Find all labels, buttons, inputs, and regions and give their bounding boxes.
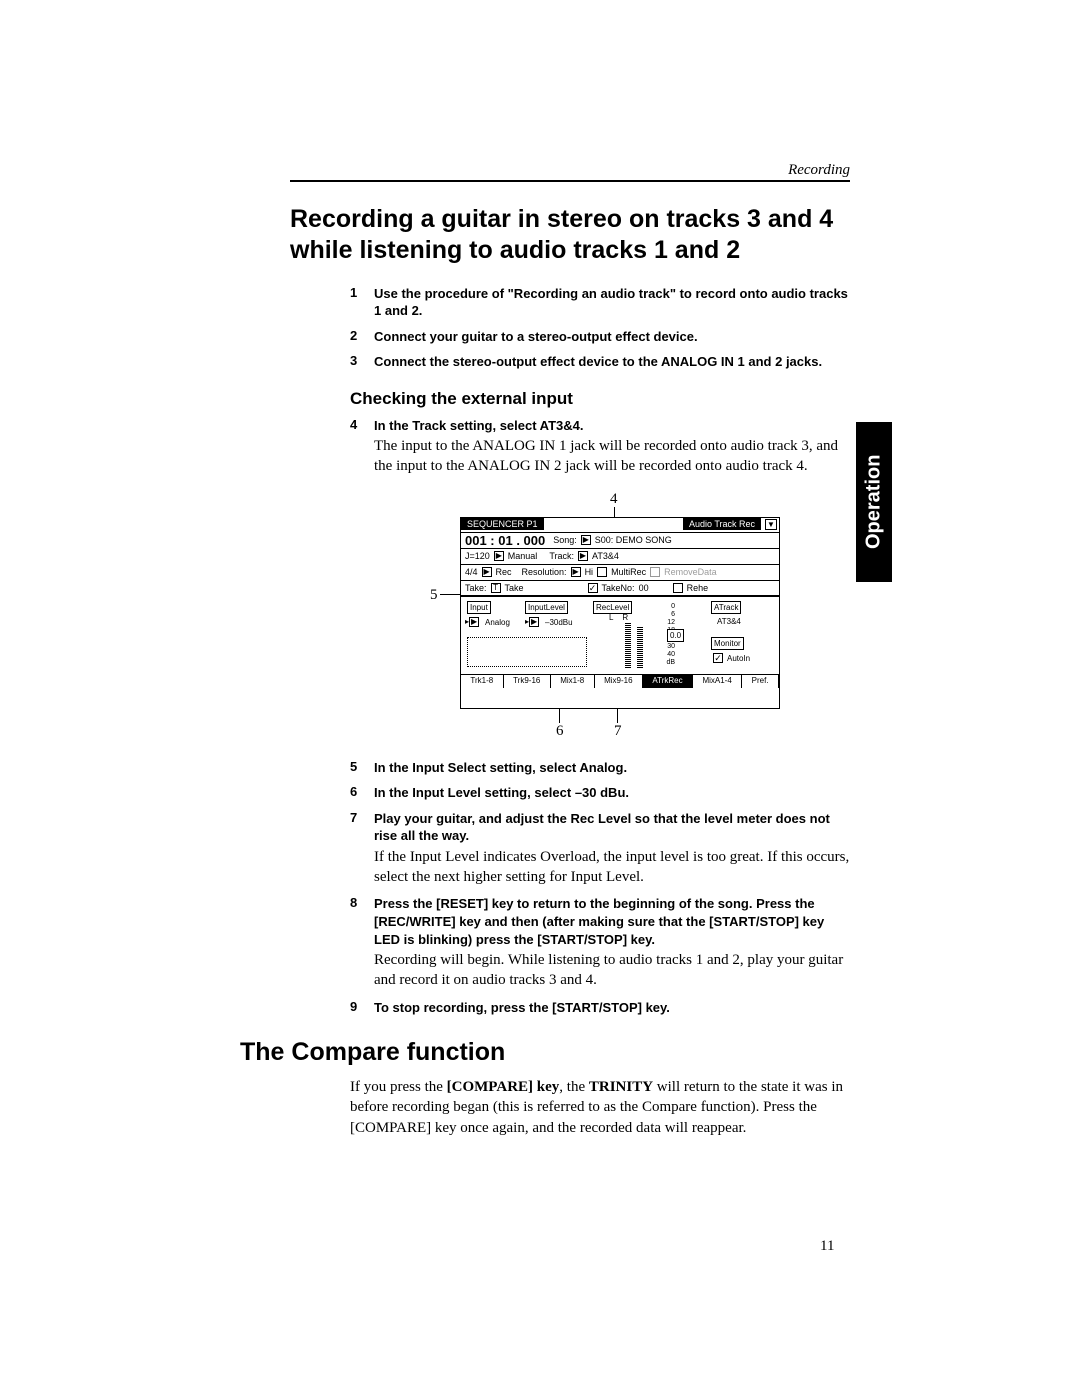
step-num: 9 [350,999,364,1017]
page-number: 11 [820,1238,834,1255]
step-num: 4 [350,417,364,477]
lcd-screen: SEQUENCER P1 Audio Track Rec ▼ 001 : 01 … [460,517,780,709]
callout-5: 5 [430,587,438,604]
take-label: Take: [465,583,487,593]
rehe: Rehe [687,583,709,593]
tab[interactable]: Trk9-16 [504,675,551,688]
play-icon[interactable]: ▶ [494,551,504,561]
reclevel-value: 0.0 [667,629,684,642]
song-value: S00: DEMO SONG [595,535,672,545]
step-text: To stop recording, press the [START/STOP… [374,999,670,1017]
side-tab-operation: Operation [856,422,892,582]
step-text: In the Input Level setting, select –30 d… [374,784,629,802]
takeno-label: TakeNo: [602,583,635,593]
checkbox[interactable] [597,567,607,577]
inputlevel-value: –30dBu [545,618,573,627]
checkbox[interactable]: ✓ [713,653,723,663]
play-icon[interactable]: ▶ [482,567,492,577]
res-label: Resolution: [522,567,567,577]
tab[interactable]: Pref. [742,675,779,688]
checkbox[interactable] [650,567,660,577]
res-value: Hi [585,567,594,577]
input-head: Input [467,601,491,614]
bottom-tabs[interactable]: Trk1-8 Trk9-16 Mix1-8 Mix9-16 ATrkRec Mi… [461,674,779,688]
lcd-figure: 4 5 6 7 SEQUENCER P1 Audio Track Rec ▼ 0… [410,491,810,741]
step-num: 7 [350,810,364,888]
page-content: Recording Recording a guitar in stereo o… [290,180,850,1138]
monitor-head: Monitor [711,637,744,650]
subheading-checking: Checking the external input [350,389,850,409]
main-heading: Recording a guitar in stereo on tracks 3… [290,204,850,267]
tab-active[interactable]: ATrkRec [643,675,693,688]
play-icon[interactable]: ▶ [581,535,591,545]
step-text: In the Track setting, select AT3&4. [374,417,850,435]
tab[interactable]: Trk1-8 [461,675,504,688]
tab[interactable]: Mix1-8 [551,675,595,688]
step-list-1: 1 Use the procedure of "Recording an audi… [350,285,850,371]
compare-body: If you press the [COMPARE] key, the TRIN… [350,1077,850,1138]
callout-7: 7 [614,723,622,740]
callout-6: 6 [556,723,564,740]
running-head: Recording [788,162,850,179]
step-text: In the Input Select setting, select Anal… [374,759,627,777]
rec-label: Rec [496,567,512,577]
titlebar-right: Audio Track Rec [683,518,761,530]
step-body: Recording will begin. While listening to… [374,950,850,991]
play-icon[interactable]: ▶ [571,567,581,577]
t-icon[interactable]: T [491,583,501,593]
step-text: Connect the stereo-output effect device … [374,353,822,371]
step-text: Play your guitar, and adjust the Rec Lev… [374,810,850,845]
track-label: Track: [549,551,574,561]
step-body: If the Input Level indicates Overload, t… [374,847,850,888]
rule [290,180,850,182]
step-num: 1 [350,285,364,320]
step-num: 8 [350,895,364,990]
counter: 001 : 01 . 000 [465,533,549,548]
step-text: Press the [RESET] key to return to the b… [374,895,850,948]
tab[interactable]: MixA1-4 [693,675,742,688]
checkbox[interactable]: ✓ [588,583,598,593]
level-meter: 0 6 12 18 24 30 40 dB [621,603,661,669]
atrack-value: AT3&4 [717,617,741,626]
multirec: MultiRec [611,567,646,577]
monitor-value: AutoIn [727,654,750,663]
step-num: 5 [350,759,364,777]
removedata: RemoveData [664,567,717,577]
checkbox[interactable] [673,583,683,593]
step-list-2: 5 In the Input Select setting, select Ana… [350,759,850,1016]
titlebar-left: SEQUENCER P1 [461,518,544,530]
track-value: AT3&4 [592,551,619,561]
song-label: Song: [553,535,577,545]
dropdown-icon[interactable]: ▼ [765,519,777,530]
step-body: The input to the ANALOG IN 1 jack will b… [374,436,850,477]
compare-heading: The Compare function [240,1038,850,1067]
input-value: Analog [485,618,510,627]
callout-4: 4 [610,491,618,508]
atrack-head: ATrack [711,601,741,614]
takeno-value: 00 [639,583,649,593]
step-num: 6 [350,784,364,802]
step-num: 2 [350,328,364,346]
step-num: 3 [350,353,364,371]
step-text: Use the procedure of "Recording an audio… [374,285,850,320]
tab[interactable]: Mix9-16 [595,675,643,688]
take-value: Take [505,583,524,593]
tempo: J=120 [465,551,490,561]
timesig: 4/4 [465,567,478,577]
step-text: Connect your guitar to a stereo-output e… [374,328,698,346]
manual: Manual [508,551,538,561]
inputlevel-head: InputLevel [525,601,568,614]
play-icon[interactable]: ▶ [578,551,588,561]
